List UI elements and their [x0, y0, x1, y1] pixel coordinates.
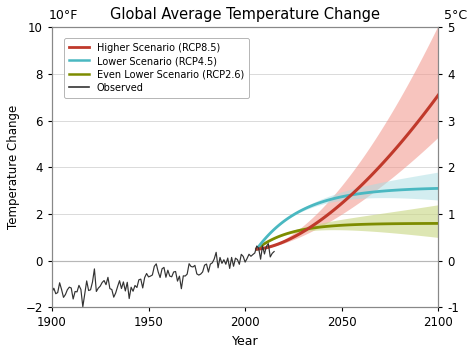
- Legend: Higher Scenario (RCP8.5), Lower Scenario (RCP4.5), Even Lower Scenario (RCP2.6),: Higher Scenario (RCP8.5), Lower Scenario…: [64, 38, 249, 98]
- X-axis label: Year: Year: [232, 335, 258, 348]
- Text: 5°C: 5°C: [444, 9, 467, 22]
- Text: 10°F: 10°F: [49, 9, 79, 22]
- Title: Global Average Temperature Change: Global Average Temperature Change: [110, 7, 380, 22]
- Y-axis label: Temperature Change: Temperature Change: [7, 105, 20, 229]
